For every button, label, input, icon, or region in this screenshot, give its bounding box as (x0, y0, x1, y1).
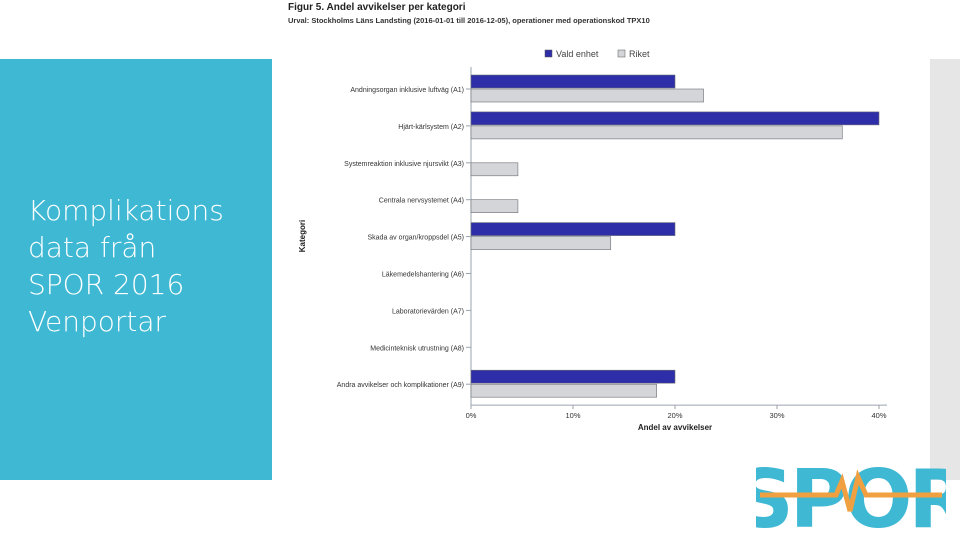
category-label: Medicinteknisk utrustning (A8) (370, 345, 464, 352)
side-panel (0, 59, 272, 480)
category-label: Laboratorievärden (A7) (392, 308, 464, 315)
category-label: Centrala nervsystemet (A4) (379, 198, 464, 205)
bar-vald-enhet (470, 74, 676, 89)
category-label: Skada av organ/kroppsdel (A5) (368, 235, 465, 242)
bar-riket (470, 236, 612, 250)
spor-logo: SPOR (756, 455, 946, 535)
category-label: Hjärt-kärlsystem (A2) (398, 124, 464, 131)
bar-riket (470, 383, 657, 398)
x-tick-label: 0% (466, 411, 477, 420)
y-axis-title: Kategori (298, 220, 307, 252)
slide-title-line: data från (28, 231, 157, 264)
x-tick-label: 40% (871, 411, 886, 420)
figure-subtitle: Urval: Stockholms Läns Landsting (2016-0… (288, 16, 650, 25)
legend-swatch (617, 49, 626, 58)
category-label: Läkemedelshantering (A6) (382, 272, 464, 279)
legend-swatch (544, 49, 553, 58)
logo-pulse-line (760, 469, 942, 512)
slide-title-line: Komplikations (28, 194, 224, 227)
x-tick-label: 20% (667, 411, 682, 420)
bar-riket (470, 88, 704, 103)
bar-riket (470, 162, 519, 177)
bar-vald-enhet (470, 222, 676, 236)
category-label: Andningsorgan inklusive luftväg (A1) (350, 87, 464, 94)
slide-title-line: Venportar (28, 305, 167, 338)
x-tick-label: 10% (565, 411, 580, 420)
category-label: Systemreaktion inklusive njursvikt (A3) (344, 161, 464, 168)
bar-vald-enhet (470, 369, 676, 384)
bar-vald-enhet (470, 111, 880, 126)
bar-riket (470, 199, 519, 213)
x-axis-title: Andel av avvikelser (638, 423, 712, 432)
x-tick-label: 30% (769, 411, 784, 420)
gray-strip (930, 59, 960, 480)
slide-title-line: SPOR 2016 (28, 268, 185, 301)
legend-label: Riket (629, 49, 650, 59)
category-label: Andra avvikelser och komplikationer (A9) (337, 382, 464, 389)
bar-riket (470, 125, 843, 140)
legend-label: Vald enhet (556, 49, 599, 59)
slide-title: Komplikations data från SPOR 2016 Venpor… (28, 192, 268, 340)
figure-title: Figur 5. Andel avvikelser per kategori (288, 2, 466, 13)
